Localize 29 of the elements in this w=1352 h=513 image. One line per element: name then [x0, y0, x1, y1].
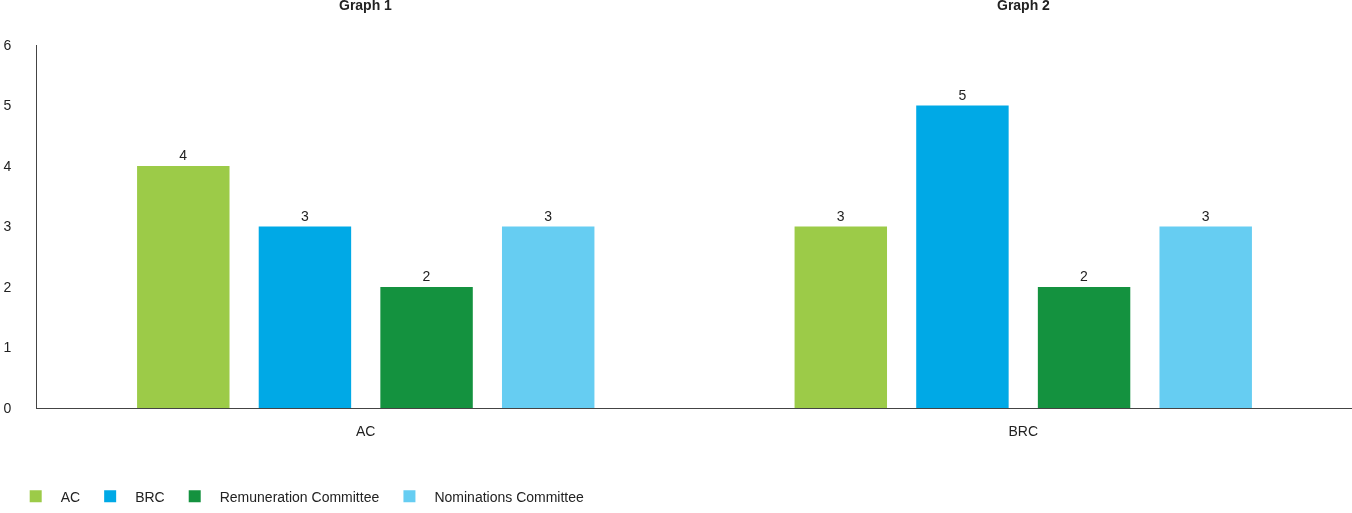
- data-label: 4: [179, 147, 188, 163]
- bar: [1037, 287, 1131, 408]
- data-label: 2: [1080, 268, 1089, 284]
- legend-label: BRC: [135, 488, 165, 505]
- legend-label: Nominations Committee: [434, 488, 585, 505]
- data-label: 3: [544, 207, 553, 224]
- bar: [258, 226, 352, 408]
- data-label: 2: [422, 268, 431, 284]
- y-tick-label: 0: [3, 399, 12, 416]
- bar: [1159, 226, 1252, 408]
- caption: Graph 1: [339, 0, 393, 13]
- data-label: 3: [300, 207, 309, 224]
- data-label: 3: [836, 207, 845, 224]
- legend-label: Remuneration Committee: [219, 488, 380, 505]
- data-label: 3: [1201, 207, 1210, 224]
- y-tick-label: 3: [3, 218, 12, 235]
- y-tick-label: 2: [3, 278, 12, 295]
- y-tick-label: 1: [3, 339, 12, 356]
- bar: [916, 105, 1009, 408]
- y-tick-label: 5: [3, 97, 12, 114]
- bar: [380, 287, 473, 408]
- bar: [794, 226, 888, 408]
- data-label: 5: [958, 86, 967, 103]
- bar: [501, 226, 595, 408]
- y-tick-label: 6: [3, 36, 12, 53]
- legend-label: AC: [60, 488, 81, 505]
- bar: [137, 166, 230, 408]
- caption: Graph 2: [997, 0, 1051, 13]
- y-tick-label: 4: [3, 157, 12, 174]
